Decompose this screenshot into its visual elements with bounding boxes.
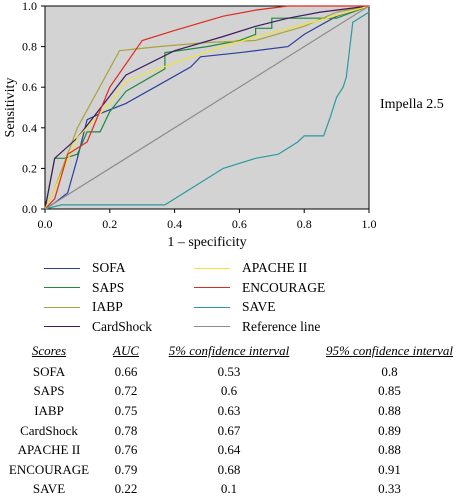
x-axis-label: 1 – specificity bbox=[167, 235, 246, 250]
legend-item-sofa: SOFA bbox=[44, 258, 126, 278]
legend-swatch bbox=[194, 326, 230, 327]
table-header-row: Scores AUC 5% confidence interval 95% co… bbox=[0, 340, 475, 362]
table-row: ENCOURAGE 0.79 0.68 0.91 bbox=[0, 460, 475, 480]
legend-label: CardShock bbox=[92, 318, 152, 334]
table-row: SOFA 0.66 0.53 0.8 bbox=[0, 362, 475, 382]
series-line-save bbox=[44, 11, 370, 210]
series-layer bbox=[44, 5, 370, 210]
legend-item-encourage: ENCOURAGE bbox=[194, 278, 325, 298]
x-tick-label: 0.6 bbox=[232, 217, 247, 231]
legend: SOFA APACHE II SAPS ENCOURAGE IABP SAVE CardSh… bbox=[44, 258, 464, 338]
cell-ci-5: 0.67 bbox=[217, 422, 241, 438]
cell-auc: 0.72 bbox=[114, 383, 138, 399]
axis-layer: 0.0 0.2 0.4 0.6 0.8 1.0 0.0 0.2 0.4 0.6 0.8 1.0 bbox=[22, 0, 377, 231]
legend-label: ENCOURAGE bbox=[242, 279, 326, 295]
cell-ci-5: 0.68 bbox=[217, 461, 241, 477]
cell-auc: 0.78 bbox=[114, 422, 138, 438]
cell-ci-95: 0.33 bbox=[378, 481, 401, 497]
series-line-saps bbox=[44, 5, 370, 210]
table-row: CardShock 0.78 0.67 0.89 bbox=[0, 421, 475, 441]
legend-swatch bbox=[44, 306, 80, 308]
series-line-encourage bbox=[44, 5, 369, 210]
table-row: IABP 0.75 0.63 0.88 bbox=[0, 401, 475, 421]
legend-swatch bbox=[44, 326, 80, 327]
x-tick-label: 0.4 bbox=[167, 217, 182, 231]
legend-item-apache-ii: APACHE II bbox=[194, 258, 307, 278]
cell-score: SAVE bbox=[32, 481, 66, 497]
cell-score: SAPS bbox=[33, 383, 65, 399]
series-line-reference-line bbox=[44, 5, 370, 210]
cell-auc: 0.76 bbox=[114, 442, 138, 458]
cell-score: APACHE II bbox=[17, 442, 81, 458]
legend-label: SAPS bbox=[92, 279, 125, 295]
header-scores: Scores bbox=[31, 343, 67, 358]
legend-item-cardshock: CardShock bbox=[44, 317, 152, 337]
y-tick-label: 0.8 bbox=[22, 40, 37, 54]
legend-label: SOFA bbox=[92, 260, 126, 275]
table-row: APACHE II 0.76 0.64 0.88 bbox=[0, 440, 475, 460]
series-line-apache-ii bbox=[44, 5, 370, 210]
header-auc: AUC bbox=[113, 343, 139, 358]
roc-chart: 0.0 0.2 0.4 0.6 0.8 1.0 0.0 0.2 0.4 0.6 0.8 1.0 Sen… bbox=[3, 0, 444, 250]
y-tick-label: 0.0 bbox=[22, 202, 37, 216]
header-ci-5: 5% confidence interval bbox=[168, 343, 290, 358]
x-tick-label: 0.0 bbox=[38, 217, 53, 231]
y-tick-label: 0.2 bbox=[22, 161, 37, 175]
x-tick-label: 1.0 bbox=[362, 217, 377, 231]
legend-item-iabp: IABP bbox=[44, 297, 123, 317]
series-line-cardshock bbox=[44, 5, 370, 210]
legend-swatch bbox=[44, 287, 80, 288]
cell-score: SOFA bbox=[32, 363, 66, 379]
cell-ci-5: 0.1 bbox=[220, 481, 238, 497]
table-row: SAVE 0.22 0.1 0.33 bbox=[0, 480, 475, 499]
cell-ci-5: 0.6 bbox=[220, 383, 238, 399]
legend-label: Reference line bbox=[242, 318, 321, 334]
auc-table: Scores AUC 5% confidence interval 95% co… bbox=[0, 340, 475, 499]
legend-swatch bbox=[194, 287, 230, 288]
cell-score: ENCOURAGE bbox=[8, 461, 90, 477]
cell-ci-95: 0.91 bbox=[378, 461, 401, 477]
x-tick-label: 0.8 bbox=[297, 217, 312, 231]
series-line-sofa bbox=[44, 5, 370, 210]
y-tick-label: 0.4 bbox=[22, 121, 37, 135]
chart-annotation: Impella 2.5 bbox=[380, 97, 444, 112]
cell-ci-95: 0.85 bbox=[378, 383, 401, 399]
legend-swatch bbox=[194, 267, 230, 269]
legend-swatch bbox=[194, 306, 230, 308]
header-ci-95: 95% confidence interval bbox=[325, 343, 454, 358]
legend-label: APACHE II bbox=[242, 260, 308, 275]
cell-score: CardShock bbox=[20, 422, 78, 438]
cell-auc: 0.22 bbox=[114, 481, 138, 497]
legend-item-save: SAVE bbox=[194, 297, 276, 317]
cell-ci-95: 0.88 bbox=[378, 402, 401, 418]
legend-item-saps: SAPS bbox=[44, 278, 124, 298]
cell-auc: 0.79 bbox=[114, 461, 138, 477]
cell-ci-5: 0.63 bbox=[217, 402, 241, 418]
legend-label: IABP bbox=[92, 299, 123, 314]
cell-auc: 0.75 bbox=[114, 402, 138, 418]
y-axis-label: Sensitivity bbox=[3, 78, 18, 138]
cell-ci-95: 0.89 bbox=[378, 422, 401, 438]
cell-ci-5: 0.64 bbox=[217, 442, 241, 458]
cell-score: IABP bbox=[34, 402, 64, 418]
cell-auc: 0.66 bbox=[114, 363, 138, 379]
cell-ci-95: 0.88 bbox=[378, 442, 401, 458]
legend-label: SAVE bbox=[242, 299, 276, 314]
y-tick-label: 1.0 bbox=[22, 0, 37, 13]
cell-ci-5: 0.53 bbox=[217, 363, 241, 379]
table-row: SAPS 0.72 0.6 0.85 bbox=[0, 382, 475, 402]
legend-swatch bbox=[44, 267, 80, 269]
legend-item-reference-line: Reference line bbox=[194, 317, 320, 337]
y-tick-label: 0.6 bbox=[22, 80, 37, 94]
cell-ci-95: 0.8 bbox=[381, 363, 398, 379]
x-tick-label: 0.2 bbox=[102, 217, 117, 231]
